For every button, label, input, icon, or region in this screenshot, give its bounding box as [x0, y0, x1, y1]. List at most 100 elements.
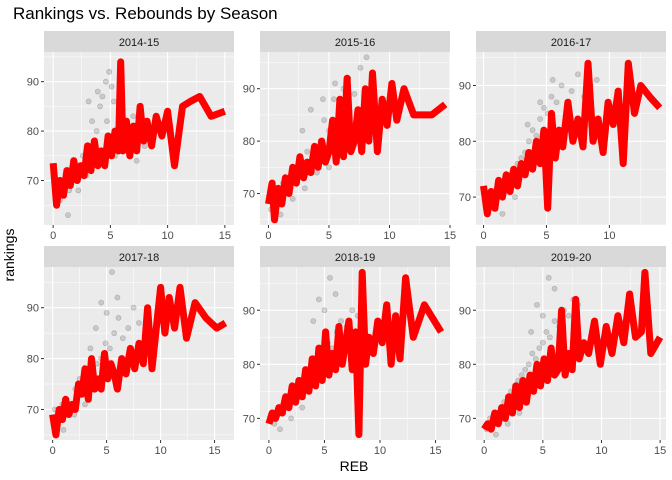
scatter-point [60, 426, 67, 433]
scatter-point [357, 64, 364, 71]
scatter-point [536, 345, 543, 351]
scatter-point [106, 68, 113, 75]
chart-title: Rankings vs. Rebounds by Season [13, 4, 278, 23]
scatter-point [525, 138, 532, 145]
scatter-point [332, 291, 339, 297]
scatter-point [565, 312, 572, 319]
scatter-point [277, 426, 283, 433]
y-tick-label: 70 [243, 189, 255, 201]
scatter-point [326, 164, 332, 171]
facet-strip-label: 2015-16 [335, 37, 375, 49]
series-line [481, 268, 664, 433]
scatter-point [102, 340, 109, 347]
scatter-point [524, 121, 531, 128]
scatter-point [529, 350, 536, 357]
scatter-point [106, 345, 113, 352]
x-tick-label: 15 [444, 230, 456, 242]
y-tick-label: 70 [459, 192, 471, 204]
y-tick-label: 70 [243, 413, 255, 425]
scatter-point [97, 103, 103, 110]
scatter-point [115, 314, 122, 321]
scatter-point [330, 96, 337, 103]
y-tick-label: 70 [27, 176, 39, 188]
scatter-point [533, 132, 540, 139]
scatter-point [558, 82, 565, 89]
scatter-point [338, 318, 345, 324]
series-line [480, 59, 663, 218]
scatter-point [548, 93, 555, 100]
scatter-point [327, 274, 333, 281]
y-tick-label: 90 [243, 84, 255, 96]
scatter-point [539, 312, 546, 319]
scatter-point [551, 285, 558, 292]
scatter-point [125, 325, 132, 331]
y-tick-label: 90 [459, 80, 471, 92]
scatter-point [99, 93, 106, 100]
x-tick-label: 5 [321, 445, 327, 457]
x-tick-label: 10 [383, 230, 395, 242]
facet-strip [44, 31, 234, 52]
y-tick-label: 70 [459, 413, 471, 425]
scatter-point [351, 91, 358, 97]
y-tick-label: 80 [27, 126, 39, 138]
scatter-point [518, 155, 525, 161]
scatter-point [320, 96, 326, 103]
y-axis-title: rankings [1, 229, 17, 282]
x-tick-label: 0 [265, 230, 271, 242]
scatter-point [104, 118, 110, 125]
scatter-point [539, 339, 546, 346]
scatter-point [321, 117, 328, 124]
y-tick-label: 80 [27, 354, 39, 366]
y-tick-label: 70 [27, 404, 39, 416]
facet-panel: 2018-19 0 5 10 15 70 80 90 [243, 246, 450, 457]
scatter-point [111, 330, 118, 337]
x-tick-label: 10 [374, 445, 386, 457]
y-tick-label: 90 [243, 305, 255, 317]
series-line [49, 283, 228, 439]
scatter-point [321, 307, 328, 314]
facet-strip-label: 2016-17 [551, 37, 591, 49]
scatter-point [525, 361, 532, 368]
scatter-point [82, 401, 88, 408]
scatter-point [110, 98, 117, 105]
scatter-point [541, 104, 547, 111]
x-tick-label: 5 [540, 445, 546, 457]
scatter-point [93, 128, 100, 134]
scatter-point [299, 404, 306, 411]
x-tick-label: 5 [326, 230, 332, 242]
facet-strip-label: 2014-15 [119, 37, 159, 49]
x-tick-label: 15 [208, 445, 220, 457]
scatter-point [363, 54, 370, 61]
x-tick-label: 15 [429, 445, 441, 457]
facet-strip [44, 246, 234, 267]
scatter-point [512, 194, 518, 200]
facet-strip-label: 2018-19 [335, 252, 375, 264]
scatter-point [543, 328, 550, 335]
scatter-point [98, 299, 105, 306]
facet-strip-label: 2017-18 [119, 252, 159, 264]
scatter-point [518, 372, 525, 379]
scatter-point [537, 116, 544, 122]
scatter-point [136, 320, 142, 326]
facet-strip [260, 31, 450, 52]
scatter-point [593, 77, 600, 83]
scatter-point [103, 309, 110, 316]
scatter-point [289, 195, 296, 202]
x-tick-label: 0 [480, 230, 486, 242]
scatter-point [307, 106, 314, 113]
scatter-point [528, 328, 535, 335]
scatter-point [119, 335, 126, 342]
x-tick-label: 10 [154, 445, 166, 457]
y-tick-label: 80 [459, 359, 471, 371]
scatter-point [114, 294, 121, 301]
scatter-point [102, 78, 109, 85]
scatter-point [499, 210, 506, 217]
scatter-point [133, 157, 140, 164]
scatter-point [310, 318, 317, 324]
facet-panel: 2016-17 0 5 10 70 80 90 [459, 31, 666, 242]
scatter-point [130, 304, 137, 311]
scatter-point [301, 185, 308, 192]
scatter-point [551, 318, 558, 324]
y-tick-label: 80 [459, 136, 471, 148]
